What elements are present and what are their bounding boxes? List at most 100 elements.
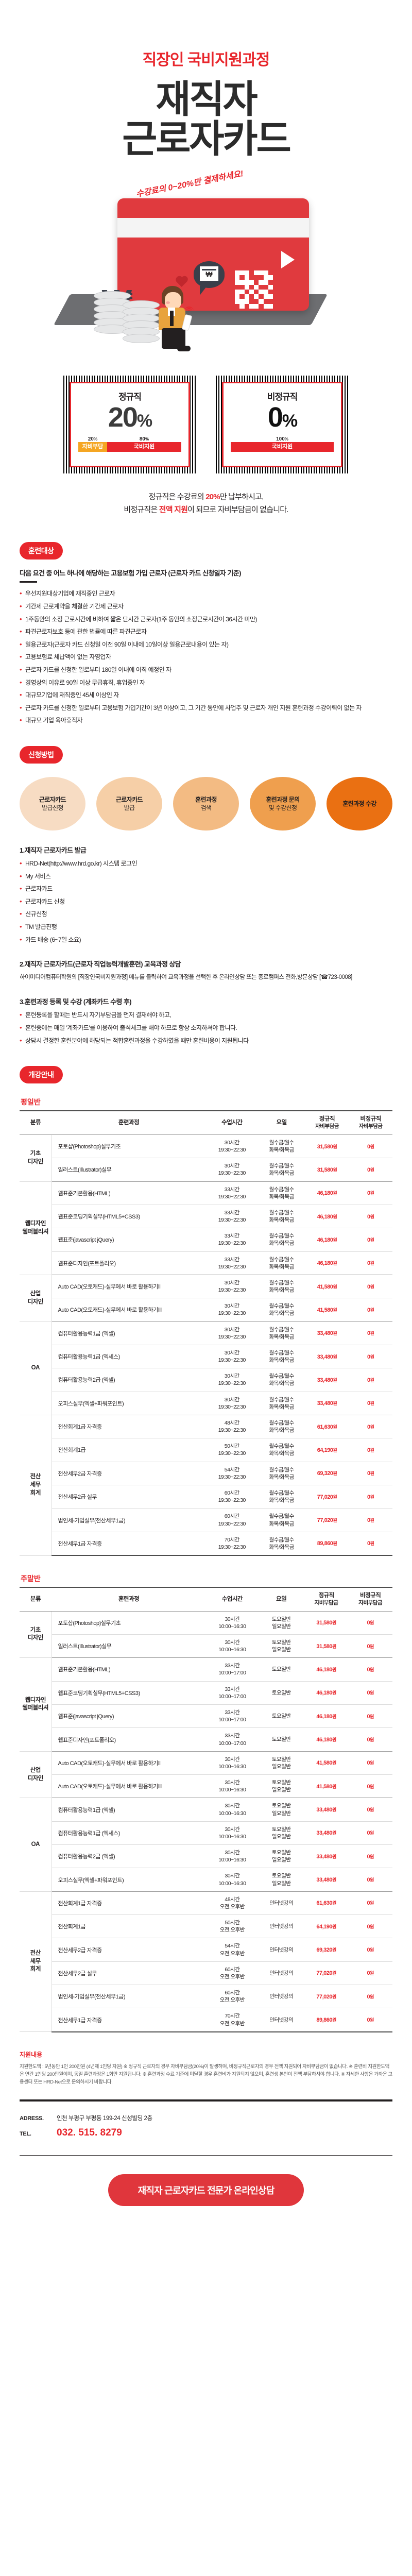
table-col-header: 훈련과정 bbox=[52, 1110, 206, 1135]
apply-step-2-body: 하이미디어컴퓨터학원의 [직장인국비지원과정] 메뉴를 클릭하여 교육과정을 선… bbox=[20, 974, 352, 981]
fee-irregular-cell: 0원 bbox=[348, 1798, 392, 1822]
apply-step-3-item: 훈련중에는 매일 '계좌카드'를 이용하여 출석체크를 해야 하므로 항상 소지… bbox=[20, 1023, 392, 1033]
course-time-cell: 33시간 19:30~22:30 bbox=[206, 1205, 258, 1229]
course-category-cell: 웹디자인 웹퍼블리셔 bbox=[20, 1181, 52, 1275]
training-target-item: 근로자 카드를 신청한 일로부터 고용보험 가입기간이 3년 이상이고, 그 기… bbox=[20, 703, 392, 713]
apply-step-1-item: 신규신청 bbox=[20, 909, 392, 919]
course-time-cell: 30시간 19:30~22:30 bbox=[206, 1345, 258, 1369]
course-category-cell: 기초 디자인 bbox=[20, 1134, 52, 1182]
fee-irregular-cell: 0원 bbox=[349, 1415, 392, 1439]
fee-regular-cell: 77,020원 bbox=[305, 1485, 349, 1509]
tel-label: TEL. bbox=[20, 2131, 31, 2138]
apply-step-1-item: HRD-Net(http://www.hrd.go.kr) 시스템 로그인 bbox=[20, 858, 392, 869]
course-time-cell: 60시간 19:30~22:30 bbox=[206, 1508, 258, 1532]
apply-method-pill: 신청방법 bbox=[20, 745, 63, 764]
play-icon bbox=[281, 250, 295, 268]
table-row: 전산세무2급 실무 60시간 오전,오후반 인터넷강의 77,020원 0원 bbox=[20, 1961, 392, 1986]
step-label-primary: 근로자카드 bbox=[39, 795, 66, 803]
course-day-cell: 토요일반 일요일반 bbox=[258, 1821, 304, 1845]
course-day-cell: 월수금/월수 화목/화목금 bbox=[258, 1251, 305, 1275]
apply-step-oval-5[interactable]: 훈련과정 수강 bbox=[327, 776, 392, 831]
percent-box-regular: 정규직 20% 20% 80% 자비부담 국비지원 bbox=[63, 375, 196, 473]
course-day-cell: 인터넷강의 bbox=[258, 1985, 304, 2009]
fee-irregular-cell: 0원 bbox=[348, 1727, 392, 1752]
apply-step-1: 1.재직자 근로자카드 발급 HRD-Net(http://www.hrd.go… bbox=[20, 845, 392, 944]
fee-irregular-cell: 0원 bbox=[349, 1251, 392, 1275]
course-name-cell: 웹표준(javascript jQuery) bbox=[52, 1704, 206, 1728]
weekday-table-title: 평일반 bbox=[21, 1098, 41, 1107]
table-col-header: 분류 bbox=[20, 1110, 52, 1135]
fee-irregular-cell: 0원 bbox=[348, 1657, 392, 1682]
fee-regular-cell: 31,580원 bbox=[305, 1158, 349, 1182]
course-name-cell: 웹표준디자인(포트폴리오) bbox=[52, 1251, 206, 1275]
table-row: 웹표준코딩기획실무(HTML5+CSS3) 33시간 19:30~22:30 월수금… bbox=[20, 1205, 392, 1229]
fee-irregular-cell: 0원 bbox=[348, 1774, 392, 1799]
course-name-cell: 전산세무2급 실무 bbox=[52, 1961, 206, 1986]
course-day-cell: 토요일반 bbox=[258, 1704, 304, 1728]
course-name-cell: Auto CAD(오토캐드)-실무에서 바로 활용하기Ⅱ bbox=[52, 1751, 206, 1775]
course-day-cell: 인터넷강의 bbox=[258, 1891, 304, 1916]
course-day-cell: 토요일반 bbox=[258, 1681, 304, 1705]
fee-irregular-cell: 0원 bbox=[349, 1181, 392, 1205]
fee-regular-cell: 33,480원 bbox=[304, 1844, 349, 1869]
table-row: 산업 디자인 Auto CAD(오토캐드)-실무에서 바로 활용하기Ⅱ 30시간 1… bbox=[20, 1751, 392, 1799]
step-label-primary: 훈련과정 문의 bbox=[266, 795, 300, 803]
training-target-item: 1주동안의 소정 근로시간에 비하여 짧은 단시간 근로자(1주 동안의 소정근… bbox=[20, 614, 392, 624]
course-time-cell: 30시간 10:00~16:30 bbox=[206, 1634, 259, 1658]
fee-regular-cell: 33,480원 bbox=[304, 1798, 349, 1822]
table-row: 전산 세무 회계 전산회계1급 자격증 48시간 19:30~22:30 월수금/월수… bbox=[20, 1415, 392, 1556]
fee-regular-cell: 77,020원 bbox=[304, 1961, 349, 1986]
table-header: 분류 훈련과정 수업시간 요일 정규직 자비부담금 비정규직 자비부담금 bbox=[20, 1587, 392, 1612]
online-consult-button[interactable]: 재직자 근로자카드 전문가 온라인상담 bbox=[108, 2174, 304, 2207]
apply-step-1-item: TM 발급진행 bbox=[20, 922, 392, 932]
course-name-cell: 오피스실무(엑셀+파워포인트) bbox=[52, 1392, 206, 1415]
course-category-cell: 기초 디자인 bbox=[20, 1611, 52, 1658]
fee-irregular-cell: 0원 bbox=[348, 1961, 392, 1986]
percent-box-irregular: 비정규직 0% 100% 국비지원 bbox=[216, 375, 349, 473]
course-name-cell: 컴퓨터활용능력1급 (엑셀) bbox=[52, 1321, 206, 1345]
course-name-cell: 웹표준(javascript jQuery) bbox=[52, 1228, 206, 1252]
table-row: 웹표준(javascript jQuery) 33시간 19:30~22:30 월수… bbox=[20, 1228, 392, 1252]
address-label: ADRESS. bbox=[20, 2115, 44, 2122]
course-time-cell: 30시간 19:30~22:30 bbox=[206, 1275, 258, 1299]
fee-regular-cell: 33,480원 bbox=[305, 1321, 349, 1345]
hero-illustration: 수강료의 0~20%만 결제하세요! ₩ ₩ bbox=[0, 166, 412, 372]
apply-step-3: 3.훈련과정 등록 및 수강 (계좌카드 수령 후) 훈련등록을 할때는 반드시… bbox=[20, 996, 392, 1045]
course-day-cell: 월수금/월수 화목/화목금 bbox=[258, 1485, 305, 1509]
fee-irregular-cell: 0원 bbox=[349, 1345, 392, 1369]
apply-step-oval-4[interactable]: 훈련과정 문의 및 수강신청 bbox=[250, 776, 316, 831]
apply-step-1-list: HRD-Net(http://www.hrd.go.kr) 시스템 로그인 My … bbox=[20, 858, 392, 944]
course-day-cell: 월수금/월수 화목/화목금 bbox=[258, 1368, 305, 1392]
course-name-cell: 전산세무1급 자격증 bbox=[52, 2008, 206, 2032]
table-col-header: 요일 bbox=[258, 1587, 304, 1612]
apply-step-2-title: 2.재직자 근로자카드(근로자 직업능력개발훈련) 교육과정 상담 bbox=[20, 960, 181, 969]
fee-regular-cell: 46,180원 bbox=[305, 1205, 349, 1229]
percent-box-label: 비정규직 bbox=[267, 392, 298, 402]
table-row: 일러스트(Illustrator)실무 30시간 19:30~22:30 월수금/월… bbox=[20, 1158, 392, 1182]
fee-irregular-cell: 0원 bbox=[348, 2008, 392, 2032]
course-name-cell: 전산회계1급 자격증 bbox=[52, 1415, 206, 1439]
course-name-cell: 전산세무2급 실무 bbox=[52, 1485, 206, 1509]
table-row: 웹표준디자인(포트폴리오) 33시간 19:30~22:30 월수금/월수 화목/화… bbox=[20, 1251, 392, 1275]
step-label-secondary: 및 수강신청 bbox=[268, 804, 298, 811]
course-time-cell: 70시간 19:30~22:30 bbox=[206, 1532, 258, 1556]
fee-irregular-cell: 0원 bbox=[349, 1438, 392, 1462]
fee-regular-cell: 41,580원 bbox=[304, 1774, 349, 1799]
training-target-item: 근로자 카드를 신청한 일로부터 180일 이내에 이직 예정인 자 bbox=[20, 665, 392, 675]
table-row: 웹표준(javascript jQuery) 33시간 10:00~17:00 토요… bbox=[20, 1704, 392, 1728]
apply-step-oval-1[interactable]: 근로자카드 발급신청 bbox=[20, 776, 85, 831]
course-name-cell: 전산회계1급 bbox=[52, 1914, 206, 1939]
weekday-course-table: 분류 훈련과정 수업시간 요일 정규직 자비부담금 비정규직 자비부담금 기초 디자인 포토샵(… bbox=[20, 1110, 392, 1556]
table-col-header: 수업시간 bbox=[206, 1110, 258, 1135]
apply-step-oval-3[interactable]: 훈련과정 검색 bbox=[173, 776, 239, 831]
course-time-cell: 33시간 19:30~22:30 bbox=[206, 1228, 258, 1252]
table-row: OA 컴퓨터활용능력1급 (엑셀) 30시간 19:30~22:30 월수금/월수 화… bbox=[20, 1321, 392, 1415]
footer-contact: ADRESS. 인천 부평구 부평동 199-24 신성빌딩 2층 TEL. 0… bbox=[0, 2102, 412, 2155]
course-time-cell: 70시간 오전,오후반 bbox=[206, 2008, 259, 2032]
tel-value[interactable]: 032. 515. 8279 bbox=[57, 2127, 122, 2139]
course-time-cell: 30시간 10:00~16:30 bbox=[206, 1611, 259, 1635]
course-name-cell: 포토샵(Photoshop)실무기초 bbox=[52, 1134, 206, 1159]
fee-regular-cell: 61,630원 bbox=[304, 1891, 349, 1916]
apply-step-oval-2[interactable]: 근로자카드 발급 bbox=[96, 776, 162, 831]
fee-regular-cell: 41,580원 bbox=[305, 1298, 349, 1322]
